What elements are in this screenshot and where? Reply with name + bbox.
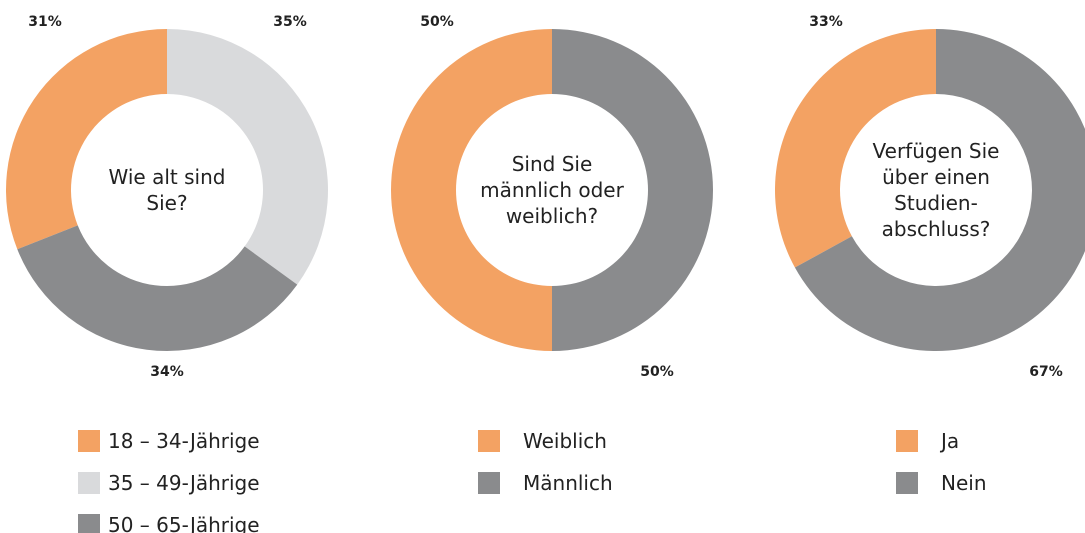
value-label: 50%	[420, 14, 454, 30]
value-label: 31%	[28, 14, 62, 30]
value-label: 67%	[1029, 364, 1063, 380]
center-title: Wie alt sind Sie?	[108, 165, 226, 215]
donut-slice	[17, 225, 298, 352]
legend-label: 50 – 65-Jährige	[108, 513, 260, 533]
legend-swatch	[896, 472, 918, 494]
center-title: Verfügen Sie über einen Studien-abschlus…	[872, 139, 1000, 241]
donut-slice	[167, 29, 329, 285]
value-label: 33%	[809, 14, 843, 30]
legend-swatch	[478, 472, 500, 494]
legend-swatch	[78, 430, 100, 452]
legend-swatch	[78, 472, 100, 494]
value-label: 35%	[273, 14, 307, 30]
legend-label: Männlich	[523, 471, 613, 495]
legend-swatch	[896, 430, 918, 452]
legend-label: 18 – 34-Jährige	[108, 429, 260, 453]
donut-slice	[794, 29, 1085, 351]
legend-label: 35 – 49-Jährige	[108, 471, 260, 495]
value-label: 34%	[150, 364, 184, 380]
legend-swatch	[478, 430, 500, 452]
legend-swatch	[78, 514, 100, 533]
donut-slice	[6, 29, 168, 250]
donut-slice	[552, 29, 713, 351]
legend-label: Weiblich	[523, 429, 607, 453]
value-label: 50%	[640, 364, 674, 380]
legend-label: Ja	[941, 429, 960, 453]
legend-label: Nein	[941, 471, 987, 495]
donut-slice	[391, 29, 552, 351]
center-title: Sind Sie männlich oder weiblich?	[480, 152, 624, 228]
donut-slice	[774, 28, 936, 268]
